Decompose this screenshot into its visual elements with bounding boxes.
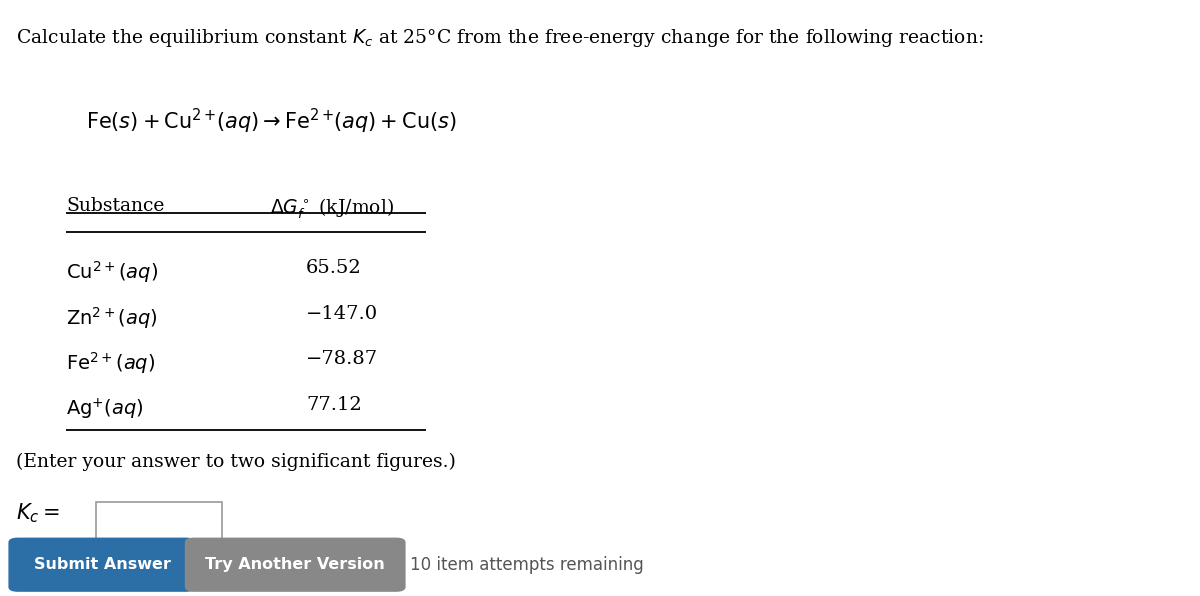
FancyBboxPatch shape: [96, 502, 222, 542]
Text: $K_c =$: $K_c =$: [16, 502, 59, 526]
Text: Substance: Substance: [66, 197, 164, 215]
Text: $\mathrm{Ag}^{+}(aq)$: $\mathrm{Ag}^{+}(aq)$: [66, 396, 144, 421]
Text: −147.0: −147.0: [306, 305, 378, 323]
Text: $\mathrm{Fe}^{2+}(aq)$: $\mathrm{Fe}^{2+}(aq)$: [66, 350, 155, 376]
Text: −78.87: −78.87: [306, 350, 378, 368]
Text: $\mathrm{Cu}^{2+}(aq)$: $\mathrm{Cu}^{2+}(aq)$: [66, 259, 158, 285]
Text: Submit Answer: Submit Answer: [34, 557, 170, 572]
FancyBboxPatch shape: [185, 538, 406, 592]
Text: Try Another Version: Try Another Version: [205, 557, 385, 572]
Text: $\mathrm{Fe}(s) + \mathrm{Cu}^{2+}\!(aq) \rightarrow \mathrm{Fe}^{2+}\!(aq) + \m: $\mathrm{Fe}(s) + \mathrm{Cu}^{2+}\!(aq)…: [86, 107, 457, 136]
Text: 77.12: 77.12: [306, 396, 361, 414]
FancyBboxPatch shape: [8, 538, 196, 592]
Text: Calculate the equilibrium constant $K_c$ at 25°C from the free-energy change for: Calculate the equilibrium constant $K_c$…: [16, 27, 983, 49]
Text: $\mathrm{Zn}^{2+}(aq)$: $\mathrm{Zn}^{2+}(aq)$: [66, 305, 158, 331]
Text: 10 item attempts remaining: 10 item attempts remaining: [410, 555, 644, 574]
Text: (Enter your answer to two significant figures.): (Enter your answer to two significant fi…: [16, 453, 456, 471]
Text: 65.52: 65.52: [306, 259, 361, 277]
Text: $\Delta G_f^\circ$ (kJ/mol): $\Delta G_f^\circ$ (kJ/mol): [270, 197, 394, 221]
